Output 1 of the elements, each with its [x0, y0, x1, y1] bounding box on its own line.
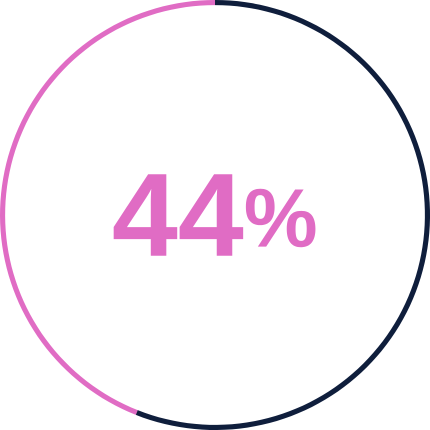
text: 44$^{%}$ [114, 174, 316, 256]
